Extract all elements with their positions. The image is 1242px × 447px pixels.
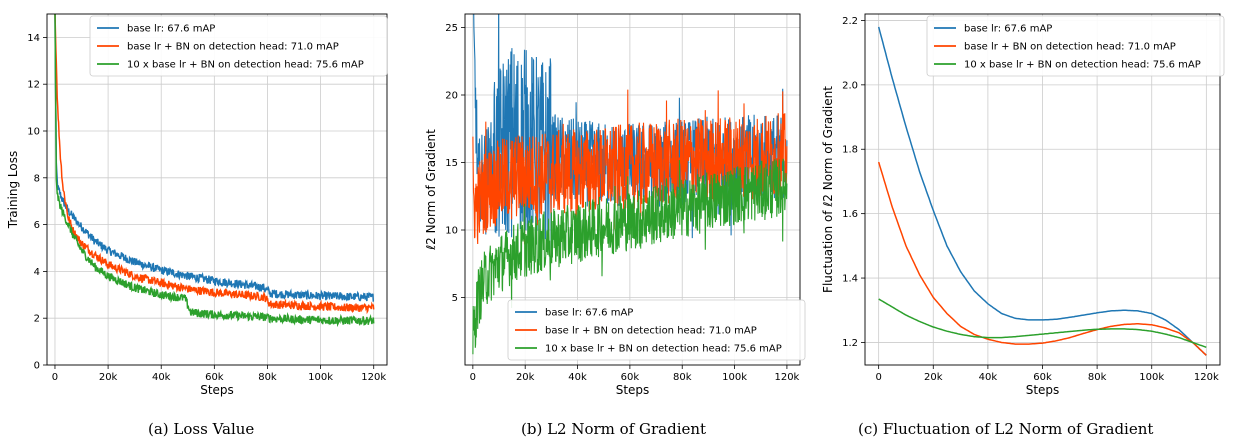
caption-b: (b) L2 Norm of Gradient [521,420,707,438]
x-tick-label: 0 [875,372,881,383]
caption-c: (c) Fluctuation of L2 Norm of Gradient [858,420,1154,438]
y-axis-ticks: 1.2 1.4 1.6 1.8 2.0 2.2 [842,16,865,349]
legend-entry: base lr: 67.6 mAP [964,24,1052,35]
plot-frame [464,13,801,366]
y-axis-label: ℓ2 Norm of Gradient [424,129,438,251]
x-axis-ticks: 0 20k 40k 60k 80k 100k 120k [52,365,386,383]
x-axis-label: Steps [1026,383,1060,397]
legend: base lr: 67.6 mAP base lr + BN on detecti… [89,15,388,77]
legend: base lr: 67.6 mAP base lr + BN on detecti… [926,15,1225,77]
y-tick-label: 4 [34,267,40,278]
series-lines [54,14,375,328]
y-tick-label: 2 [34,314,40,325]
y-tick-label: 15 [445,158,458,169]
x-tick-label: 20k [516,372,535,383]
y-axis-label: Fluctuation of ℓ2 Norm of Gradient [821,86,835,293]
x-axis-label: Steps [616,383,650,397]
y-tick-label: 1.2 [842,338,858,349]
x-axis-label: Steps [200,383,234,397]
x-axis-ticks: 0 20k 40k 60k 80k 100k 120k [875,365,1219,383]
x-tick-label: 100k [722,372,747,383]
x-tick-label: 120k [1194,372,1219,383]
y-tick-label: 5 [452,293,458,304]
x-tick-label: 40k [152,372,171,383]
series-line-base [473,14,788,250]
series-lines [877,26,1207,356]
series-line-base [54,14,375,303]
x-tick-label: 0 [470,372,476,383]
legend-entry: 10 x base lr + BN on detection head: 75.… [964,60,1201,71]
x-tick-label: 100k [1139,372,1164,383]
y-tick-label: 14 [27,33,40,44]
plot-frame [46,13,388,366]
legend-entry: base lr + BN on detection head: 71.0 mAP [964,42,1176,53]
x-tick-label: 40k [979,372,998,383]
series-lines [472,14,788,355]
legend-box [926,15,1225,77]
series-line-base [877,26,1207,356]
y-axis-ticks: 0 2 4 6 8 10 12 14 [27,33,47,372]
series-line-tenx [878,298,1207,349]
y-tick-label: 10 [445,226,458,237]
x-axis-ticks: 0 20k 40k 60k 80k 100k 120k [470,365,800,383]
legend-box [507,299,806,361]
x-tick-label: 80k [673,372,692,383]
x-tick-label: 60k [1033,372,1052,383]
legend-entry: base lr: 67.6 mAP [127,24,215,35]
legend-entry: base lr + BN on detection head: 71.0 mAP [545,326,757,337]
y-axis-ticks: 5 10 15 20 25 [445,23,465,304]
x-tick-label: 120k [774,372,799,383]
legend-entry: 10 x base lr + BN on detection head: 75.… [545,344,782,355]
y-axis-label: Training Loss [6,151,20,229]
series-line-tenx [472,158,788,355]
x-tick-label: 100k [308,372,333,383]
series-line-bn [877,161,1207,356]
y-tick-label: 0 [34,361,40,372]
x-tick-label: 60k [621,372,640,383]
series-line-tenx [54,14,375,328]
chart-l2-norm-gradient: 0 20k 40k 60k 80k 100k 120k 5 10 15 20 25 Steps ℓ2… [424,13,806,397]
y-tick-label: 20 [445,91,458,102]
x-tick-label: 40k [568,372,587,383]
x-tick-label: 20k [99,372,118,383]
x-tick-label: 80k [1088,372,1107,383]
legend-entry: base lr + BN on detection head: 71.0 mAP [127,42,339,53]
chart-fluctuation-l2-norm: 0 20k 40k 60k 80k 100k 120k 1.2 1.4 1.6 1.8 2.0 2.2… [821,13,1225,397]
x-tick-label: 80k [258,372,277,383]
x-tick-label: 120k [361,372,386,383]
caption-a: (a) Loss Value [148,420,255,438]
y-tick-label: 6 [34,220,40,231]
x-tick-label: 0 [52,372,58,383]
y-tick-label: 1.6 [842,209,858,220]
legend-box [89,15,388,77]
x-tick-label: 60k [205,372,224,383]
x-tick-label: 20k [924,372,943,383]
y-tick-label: 25 [445,23,458,34]
legend: base lr: 67.6 mAP base lr + BN on detecti… [507,299,806,361]
legend-entry: base lr: 67.6 mAP [545,308,633,319]
y-tick-label: 8 [34,173,40,184]
y-tick-label: 2.0 [842,80,858,91]
y-tick-label: 1.8 [842,145,858,156]
legend-entry: 10 x base lr + BN on detection head: 75.… [127,60,364,71]
y-tick-label: 1.4 [842,274,858,285]
series-line-bn [54,14,375,315]
y-tick-label: 10 [27,127,40,138]
y-tick-label: 12 [27,80,40,91]
y-tick-label: 2.2 [842,16,858,27]
